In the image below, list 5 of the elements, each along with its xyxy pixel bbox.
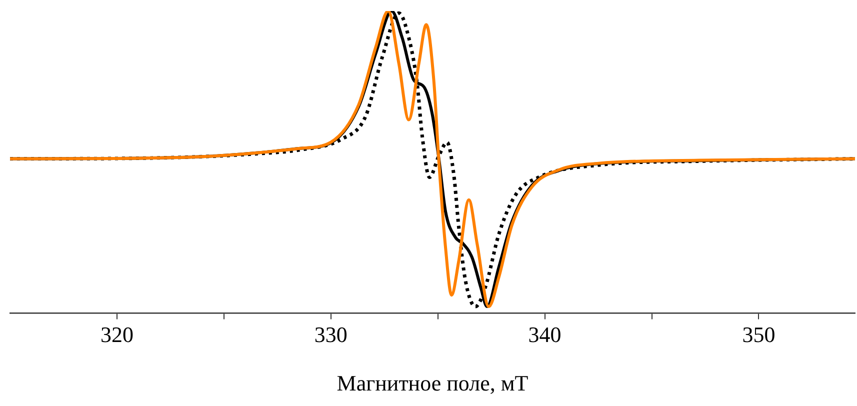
x-tick-label: 340 xyxy=(528,322,562,348)
x-tick-label: 350 xyxy=(742,322,776,348)
x-axis-title: Магнитное поле, мТ xyxy=(336,370,529,396)
x-tick-label: 320 xyxy=(100,322,134,348)
x-tick-label: 330 xyxy=(314,322,348,348)
